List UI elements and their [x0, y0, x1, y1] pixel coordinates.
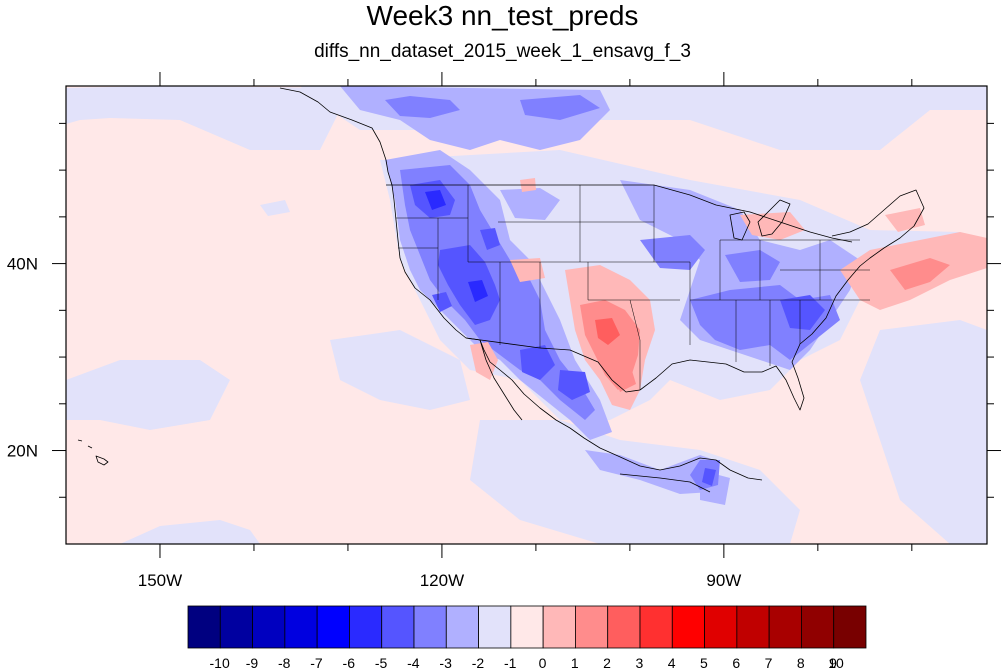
colorbar-label: 0: [539, 655, 547, 671]
map-frame: [65, 85, 988, 545]
colorbar-swatch: [445, 605, 479, 649]
colorbar-swatch: [219, 605, 253, 649]
plot-area: [65, 85, 988, 545]
colorbar-label: 10: [828, 655, 844, 671]
anomaly-plus-3: [595, 318, 620, 345]
axis-tick-labels: 150W 120W 90W 40N 20N: [7, 255, 742, 590]
map-subtitle: diffs_nn_dataset_2015_week_1_ensavg_f_3: [314, 41, 691, 62]
colorbar-label: -4: [407, 655, 420, 671]
colorbar-label: -8: [278, 655, 291, 671]
colorbar-swatch: [736, 605, 770, 649]
colorbar-swatch: [510, 605, 544, 649]
colorbar-label: -7: [310, 655, 323, 671]
lon-tick-label: 90W: [706, 571, 741, 590]
colorbar-label: 2: [603, 655, 611, 671]
colorbar-swatch: [284, 605, 318, 649]
anomaly-minus-5: [425, 190, 488, 302]
colorbar-label: -6: [343, 655, 356, 671]
colorbar-label: -9: [246, 655, 259, 671]
anomaly-fields: [66, 86, 987, 544]
coastlines-and-borders: [77, 87, 925, 493]
state-borders: [396, 185, 870, 390]
colorbar-label: 6: [732, 655, 740, 671]
colorbar-label: 5: [700, 655, 708, 671]
map-title: Week3 nn_test_preds: [366, 0, 639, 31]
colorbar-swatch: [801, 605, 835, 649]
lat-tick-label: 40N: [7, 255, 38, 274]
colorbar-swatch: [704, 605, 738, 649]
colorbar-label: 9: [829, 655, 837, 671]
colorbar-swatch: [542, 605, 576, 649]
colorbar-swatch: [607, 605, 641, 649]
colorbar-label: 7: [765, 655, 773, 671]
colorbar-label: -1: [504, 655, 517, 671]
colorbar-swatch: [413, 605, 447, 649]
colorbar-label: 8: [797, 655, 805, 671]
colorbar-swatch: [575, 605, 609, 649]
colorbar-swatch: [671, 605, 705, 649]
colorbar-swatch: [187, 605, 221, 649]
colorbar-swatch: [478, 605, 512, 649]
colorbar-swatch: [768, 605, 802, 649]
lon-tick-label: 120W: [420, 571, 464, 590]
colorbar: -10 -9 -8 -7 -6 -5 -4 -3 -2 -1 0 1 2 3 4 5 6 7 8 910: [187, 605, 867, 671]
colorbar-swatch: [833, 605, 867, 649]
colorbar-label: -2: [472, 655, 485, 671]
colorbar-label: 1: [571, 655, 579, 671]
colorbar-swatch: [349, 605, 383, 649]
colorbar-swatch: [381, 605, 415, 649]
colorbar-swatch: [252, 605, 286, 649]
axis-ticks: [52, 72, 1001, 558]
colorbar-label: 4: [668, 655, 676, 671]
lon-tick-label: 150W: [138, 571, 182, 590]
colorbar-swatch: [639, 605, 673, 649]
colorbar-label: -5: [375, 655, 388, 671]
anomaly-plus-2: [580, 258, 950, 392]
anomaly-minus-4: [410, 180, 825, 486]
colorbar-label: -10: [210, 655, 230, 671]
colorbar-label: -3: [439, 655, 452, 671]
colorbar-swatch: [316, 605, 350, 649]
lat-tick-label: 20N: [7, 442, 38, 461]
colorbar-label: 3: [635, 655, 643, 671]
